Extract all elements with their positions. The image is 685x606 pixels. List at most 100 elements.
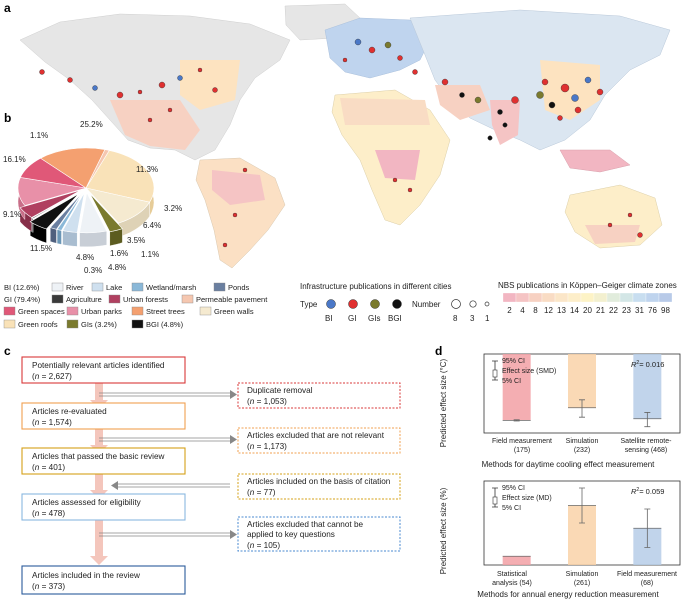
pie-label-12: 16.1%	[3, 155, 26, 164]
panel-d-letter: d	[435, 344, 442, 358]
legend-lake: Lake	[106, 283, 122, 292]
flow-box-identified-n: (n = 2,627)	[32, 372, 72, 381]
climate-swatch	[554, 292, 569, 303]
d2-cat-0-n: analysis (54)	[492, 580, 532, 587]
pie-slice-side	[79, 230, 107, 247]
flow-side-key-questions	[237, 516, 401, 552]
city-dot	[502, 122, 508, 128]
climate-value: 2	[507, 306, 512, 315]
type-bgi-dot	[392, 299, 402, 309]
climate-value: 23	[622, 306, 631, 315]
pie-label-3: 6.4%	[143, 221, 161, 230]
flow-side-citation-n: (n = 77)	[247, 488, 276, 497]
panel-b-letter: b	[4, 111, 11, 125]
legend-urban-forests: Urban forests	[123, 295, 168, 304]
city-dot	[407, 187, 413, 193]
flow-side-citation-title: Articles included on the basis of citati…	[247, 477, 391, 486]
pie-label-4: 3.5%	[127, 236, 145, 245]
city-dot	[397, 55, 403, 61]
city-dot	[92, 85, 98, 91]
number-1-circle	[484, 301, 490, 307]
number-8-circle	[451, 299, 461, 309]
pie-label-7: 4.8%	[76, 253, 94, 262]
legend-gis: GIs (3.2%)	[81, 320, 117, 329]
city-dot	[571, 94, 579, 102]
city-dot	[412, 69, 418, 75]
pie-slice	[31, 190, 82, 219]
city-dot	[584, 76, 592, 84]
city-dot	[342, 57, 348, 63]
city-dot	[147, 117, 153, 123]
pie-slice	[49, 192, 83, 230]
city-dot	[511, 96, 519, 104]
legend-urban-parks: Urban parks	[81, 307, 122, 316]
legend-agriculture: Agriculture	[66, 295, 102, 304]
climate-swatch	[515, 292, 530, 303]
flow-side-key-questions-line1: Articles excluded that cannot be	[247, 520, 364, 529]
climate-swatch	[632, 292, 647, 303]
city-dot	[242, 167, 248, 173]
pie-slice	[89, 193, 123, 233]
d1-ci-5: 5% CI	[502, 378, 521, 385]
pie-chart	[17, 147, 155, 247]
number-3: 3	[470, 314, 475, 323]
flow-box-reevaluated-n: (n = 1,574)	[32, 418, 72, 427]
d1-r2: R2= 0.016	[631, 360, 664, 369]
climate-zone-middle-east	[435, 85, 490, 120]
climate-swatch	[658, 292, 673, 303]
d2-r2: R2= 0.059	[631, 487, 664, 496]
climate-value: 98	[661, 306, 670, 315]
bar	[568, 354, 596, 408]
climate-swatch	[645, 292, 660, 303]
city-dot	[222, 242, 228, 248]
flow-side-key-questions-n: (n = 105)	[247, 541, 280, 550]
flow-side-not-relevant-n: (n = 1,173)	[247, 442, 287, 451]
d1-ci-effect: Effect size (SMD)	[502, 368, 556, 375]
city-dot	[137, 89, 143, 95]
pie-slice	[56, 192, 84, 231]
city-dot	[474, 96, 482, 104]
climate-value: 21	[596, 306, 605, 315]
pie-slice	[85, 149, 110, 189]
climate-zone-central-africa	[375, 150, 420, 180]
climate-swatch	[541, 292, 556, 303]
d2-cat-1-n: (261)	[574, 580, 590, 587]
city-dot	[368, 46, 376, 54]
d1-ci-95: 95% CI	[502, 358, 525, 365]
d2-ylabel: Predicted effect size (%)	[439, 487, 448, 574]
climate-swatch	[502, 292, 517, 303]
climate-swatch	[567, 292, 582, 303]
city-dot	[574, 106, 582, 114]
d1-cat-2: Satellite remote-	[621, 438, 673, 445]
city-dot	[596, 88, 604, 96]
climate-value: 31	[635, 306, 644, 315]
error-bar	[579, 399, 585, 418]
climate-value: 22	[609, 306, 618, 315]
pie-label-9: 4.8%	[108, 263, 126, 272]
city-dot	[158, 81, 166, 89]
city-dot	[116, 91, 124, 99]
pie-slice-side	[56, 229, 62, 245]
climate-zone-na-east	[180, 60, 240, 110]
pie-slice	[19, 189, 82, 218]
city-dot	[487, 135, 493, 141]
city-dot	[441, 78, 449, 86]
pie-label-5: 1.1%	[141, 250, 159, 259]
map-legend-title: Infrastructure publications in different…	[300, 282, 451, 291]
map-type-legend: Infrastructure publications in different…	[300, 282, 490, 323]
climate-value: 4	[520, 306, 525, 315]
climate-value: 14	[570, 306, 579, 315]
pie-slice-labels: 25.2% 11.3% 3.2% 6.4% 3.5% 1.1% 1.6% 4.8…	[3, 120, 182, 275]
climate-value: 13	[557, 306, 566, 315]
pie-label-0: 25.2%	[80, 120, 103, 129]
d2-cat-1: Simulation	[566, 571, 599, 578]
pie-label-1: 11.3%	[136, 165, 158, 174]
legend-wetland: Wetland/marsh	[146, 283, 196, 292]
legend-permeable-pavement: Permeable pavement	[196, 295, 268, 304]
error-bar	[579, 487, 585, 524]
flow-side-not-relevant-title: Articles excluded that are not relevant	[247, 431, 385, 440]
flow-box-eligibility-title: Articles assessed for eligibility	[32, 498, 142, 507]
flow-side-key-questions-line2: applied to key questions	[247, 530, 335, 539]
flow-box-identified	[21, 356, 186, 384]
number-3-circle	[469, 300, 477, 308]
